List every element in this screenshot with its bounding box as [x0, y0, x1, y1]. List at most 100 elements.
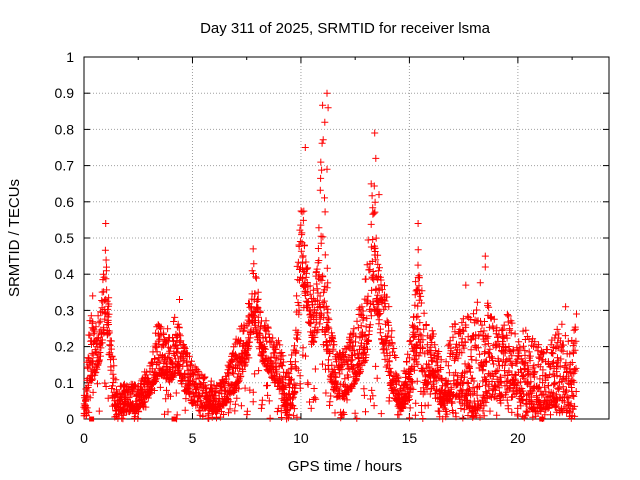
data-point [520, 342, 527, 350]
data-point [520, 374, 528, 382]
data-point [288, 351, 296, 359]
data-point [156, 357, 164, 365]
data-point [357, 330, 365, 338]
data-point [304, 264, 312, 272]
data-point [102, 275, 110, 283]
data-point [410, 366, 418, 374]
data-point [414, 286, 422, 294]
data-point [306, 398, 313, 406]
data-point [358, 303, 366, 311]
data-points [80, 89, 580, 423]
data-point [357, 322, 365, 330]
data-point [350, 325, 358, 333]
data-point [411, 411, 419, 419]
data-point [168, 358, 176, 366]
data-point [472, 356, 480, 364]
data-point [492, 368, 500, 376]
data-point [231, 350, 239, 358]
data-point [541, 383, 549, 391]
data-point [292, 381, 300, 389]
data-point [278, 362, 286, 370]
data-point [341, 375, 349, 383]
data-point [416, 319, 424, 327]
data-point [324, 279, 332, 287]
data-point [573, 310, 580, 318]
data-point [323, 264, 331, 272]
data-point [156, 383, 164, 391]
data-point [352, 332, 360, 340]
data-point [276, 373, 283, 381]
data-point [110, 362, 118, 370]
data-point [174, 320, 182, 328]
data-point [501, 349, 509, 357]
data-point [175, 330, 183, 338]
data-point [551, 380, 559, 388]
data-point [473, 306, 481, 314]
data-point [176, 296, 183, 303]
data-point [315, 224, 323, 232]
data-point [266, 414, 274, 422]
data-point [414, 312, 422, 320]
data-point [323, 89, 331, 97]
data-point [251, 370, 259, 378]
data-point [406, 404, 414, 412]
data-point [417, 292, 425, 300]
data-point [296, 238, 304, 245]
data-point [545, 382, 552, 390]
data-point [348, 356, 356, 364]
data-point [562, 303, 570, 311]
data-point [84, 364, 92, 372]
data-point [276, 341, 284, 349]
data-point [543, 346, 551, 354]
data-point [570, 392, 578, 400]
data-point [173, 411, 181, 419]
data-point [504, 405, 512, 413]
data-point [302, 269, 310, 277]
data-point [412, 278, 420, 286]
data-point [108, 352, 116, 360]
data-point [315, 257, 323, 264]
data-point [153, 348, 161, 356]
data-point [371, 208, 379, 216]
data-point [419, 336, 427, 344]
data-point [90, 330, 98, 338]
data-point [360, 314, 368, 321]
data-point [241, 384, 249, 392]
data-point [187, 362, 195, 370]
data-point [258, 396, 266, 404]
data-point [450, 356, 458, 364]
data-point [347, 337, 355, 345]
data-point [570, 326, 578, 334]
data-point [388, 327, 396, 335]
data-point [344, 373, 352, 381]
data-point [160, 331, 168, 338]
data-point [164, 354, 172, 362]
data-point [237, 337, 245, 345]
data-point [522, 326, 530, 334]
data-point [443, 410, 451, 418]
data-point [369, 392, 377, 400]
data-point [445, 340, 453, 348]
data-point [142, 403, 150, 411]
data-point [151, 355, 159, 362]
data-point [451, 393, 459, 401]
data-point [467, 336, 475, 344]
data-point [467, 316, 475, 323]
data-point [112, 376, 120, 384]
data-point [278, 414, 285, 421]
data-point [556, 337, 564, 345]
data-point [513, 344, 521, 352]
data-point [294, 335, 301, 343]
data-point [466, 399, 474, 407]
data-point [264, 324, 272, 332]
data-point [225, 371, 233, 379]
data-point [256, 307, 264, 315]
data-point [484, 340, 492, 348]
data-point [95, 319, 103, 327]
data-point [267, 353, 275, 361]
data-point [351, 409, 359, 417]
data-point [387, 368, 395, 376]
data-point [310, 385, 318, 392]
data-point [105, 294, 113, 302]
data-point [377, 325, 384, 333]
